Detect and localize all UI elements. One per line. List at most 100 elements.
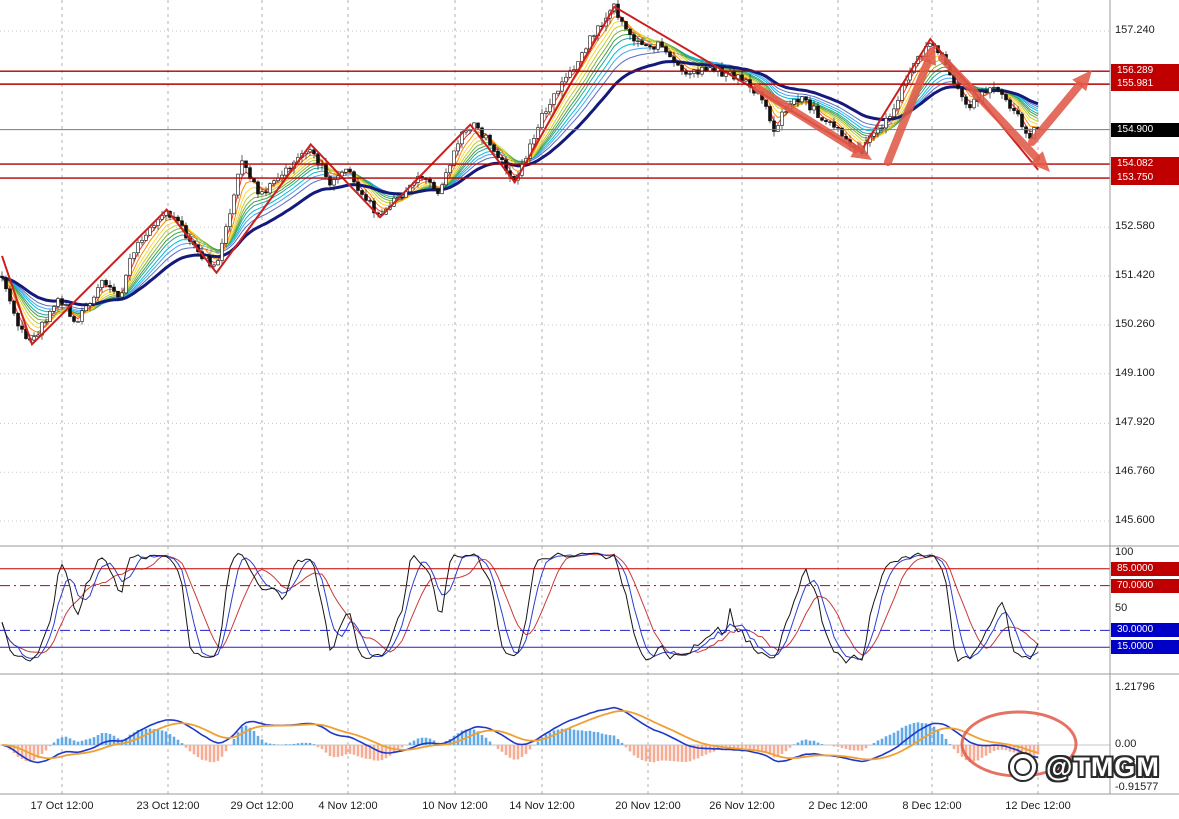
candle (832, 121, 836, 128)
candle (812, 105, 816, 111)
trend-arrow[interactable] (1028, 81, 1084, 146)
trend-arrow-head[interactable] (850, 141, 872, 160)
macd-histogram-bar (104, 733, 108, 745)
macd-histogram-bar (892, 732, 896, 745)
ma-ribbon-line (1, 29, 1039, 321)
candle (772, 120, 776, 132)
candle (628, 28, 632, 35)
macd-histogram-bar (772, 745, 776, 758)
macd-histogram-bar (816, 742, 820, 745)
candle (428, 178, 432, 183)
macd-histogram-bar (732, 745, 736, 749)
macd-histogram-bar (888, 734, 892, 745)
stochastic-axis-label: 50 (1115, 602, 1128, 614)
candle (640, 40, 644, 45)
candle (44, 321, 48, 323)
macd-histogram-bar (984, 745, 988, 756)
macd-histogram-bar (212, 745, 216, 763)
macd-histogram-bar (488, 741, 492, 745)
stochastic-level-tag: 30.0000 (1111, 623, 1179, 638)
candle (840, 127, 844, 137)
macd-histogram-bar (836, 745, 840, 747)
price-tag: 154.900 (1111, 122, 1179, 137)
macd-histogram-bar (180, 743, 184, 745)
trend-arrow[interactable] (884, 58, 932, 166)
macd-histogram-bar (948, 744, 952, 745)
date-label: 23 Oct 12:00 (136, 800, 200, 812)
macd-histogram-bar (848, 745, 852, 751)
macd-histogram-bar (120, 739, 124, 745)
macd-histogram-bar (636, 745, 640, 758)
price-axis-label: 145.600 (1115, 514, 1155, 526)
candle (92, 296, 96, 304)
candle (444, 172, 448, 186)
macd-histogram-bar (88, 738, 92, 745)
macd-histogram-bar (316, 745, 320, 748)
candle (372, 200, 376, 214)
candle (1000, 89, 1004, 95)
candle (688, 73, 692, 75)
macd-histogram-bar (64, 736, 68, 745)
macd-histogram-bar (608, 735, 612, 745)
candle (584, 48, 588, 53)
trend-arrow[interactable] (753, 84, 860, 154)
macd-histogram-bar (524, 745, 528, 754)
candle (624, 21, 628, 30)
macd-histogram-bar (160, 730, 164, 745)
macd-histogram-bar (420, 737, 424, 745)
macd-histogram-bar (696, 745, 700, 759)
candle (180, 220, 184, 226)
zigzag-line[interactable] (1, 5, 1039, 347)
macd-histogram-bar (548, 732, 552, 745)
macd-histogram-bar (300, 742, 304, 745)
macd-histogram-bar (536, 741, 540, 745)
macd-histogram-bar (92, 737, 96, 745)
macd-histogram-bar (660, 745, 664, 761)
macd-histogram-bar (496, 745, 500, 750)
macd-histogram-bar (552, 730, 556, 745)
macd-histogram-bar (364, 745, 368, 759)
macd-line (1, 706, 1039, 764)
macd-histogram-bar (84, 739, 88, 745)
macd-histogram-bar (12, 745, 16, 754)
candle (108, 284, 112, 288)
candle (176, 216, 180, 222)
stochastic-level-tag: 15.0000 (1111, 640, 1179, 655)
macd-histogram-bar (544, 734, 548, 745)
date-label: 8 Dec 12:00 (902, 800, 962, 812)
macd-histogram-bar (880, 738, 884, 745)
macd-histogram-bar (272, 744, 276, 745)
macd-histogram-bar (288, 744, 292, 745)
macd-histogram-bar (768, 745, 772, 755)
macd-histogram-bar (24, 745, 28, 761)
trend-arrow-head[interactable] (919, 44, 936, 66)
macd-histogram-bar (416, 738, 420, 745)
candle (960, 88, 964, 98)
candle (48, 310, 52, 322)
macd-histogram-bar (740, 745, 744, 749)
macd-histogram-bar (844, 745, 848, 749)
stochastic-panel (1, 552, 1039, 664)
macd-histogram-bar (800, 740, 804, 745)
candle (540, 113, 544, 128)
macd-histogram-bar (36, 745, 40, 759)
trend-arrow-head[interactable] (1029, 151, 1050, 172)
macd-histogram-bar (916, 722, 920, 745)
candle (268, 183, 272, 194)
macd-histogram-bar (264, 742, 268, 745)
macd-histogram-bar (828, 745, 832, 746)
trend-arrow[interactable] (938, 54, 1041, 162)
candle (672, 56, 676, 62)
trend-arrow-head[interactable] (1072, 70, 1092, 92)
candle (836, 127, 840, 129)
candle (16, 313, 20, 327)
candle (776, 125, 780, 132)
price-axis-label: 149.100 (1115, 366, 1155, 379)
macd-histogram-bar (1024, 745, 1028, 757)
macd-histogram-bar (172, 736, 176, 745)
macd-histogram-bar (1020, 745, 1024, 756)
candle (440, 184, 444, 194)
macd-histogram-bar (372, 745, 376, 761)
macd-histogram-bar (240, 726, 244, 745)
